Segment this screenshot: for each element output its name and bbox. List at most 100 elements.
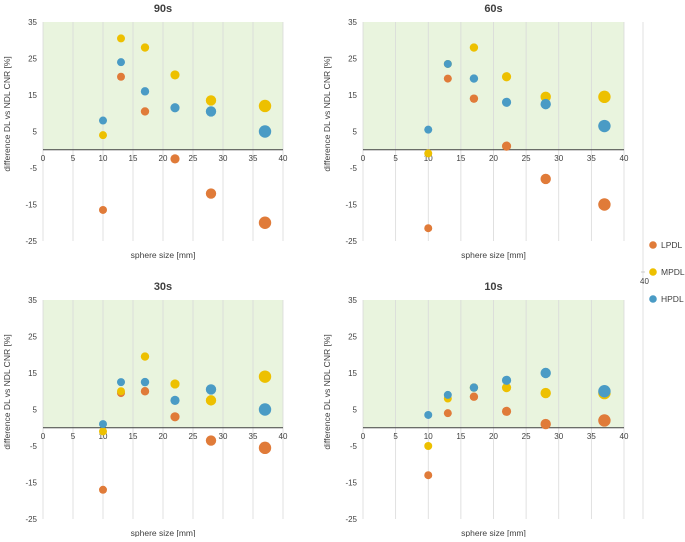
x-tick-label: 40: [620, 432, 629, 441]
point-lpdl-37mm: LPDL: 37 mm, -20%: [258, 216, 272, 229]
legend-item-mpdl: MPDL: [649, 267, 685, 277]
y-tick-label: 5: [33, 128, 38, 137]
point-lpdl-37mm: LPDL: 37 mm, -5.5%: [258, 441, 272, 455]
point-hpdl-10mm: HPDL: 10 mm, 8%: [99, 116, 107, 125]
chart-title: 90s: [154, 3, 172, 15]
y-tick-label: -25: [25, 515, 37, 524]
x-tick-label: 10: [424, 154, 433, 163]
legend-label: MPDL: [661, 267, 685, 277]
point-mpdl-17mm: MPDL: 17 mm, 19.5%: [140, 352, 150, 361]
point-hpdl-37mm: HPDL: 37 mm, 6.5%: [598, 119, 611, 133]
x-tick-label: 0: [41, 154, 46, 163]
x-tick-label: 0: [41, 432, 46, 441]
point-hpdl-22mm: HPDL: 22 mm, 13%: [501, 97, 512, 107]
chart-panel-60s: 60s -25 -15 -5 5 15 25 35 0 5 10 15 20 25 30 35 40 sphere…: [322, 3, 629, 260]
x-tick-label: 20: [159, 154, 168, 163]
point-mpdl-17mm: MPDL: 17 mm, 28%: [469, 43, 479, 52]
x-tick-label: 35: [587, 432, 596, 441]
x-tick-label: 30: [554, 154, 563, 163]
y-tick-label: 25: [28, 55, 37, 64]
y-tick-label: -25: [25, 237, 37, 246]
x-tick-label: 10: [99, 432, 108, 441]
legend-label: HPDL: [661, 294, 684, 304]
x-tick-label: 15: [129, 154, 138, 163]
y-tick-label: -15: [345, 479, 357, 488]
chart-panel-30s: 30s -25 -15 -5 5 15 25 35 0 5 10 15 20 25 30 35 40 sphere…: [2, 281, 288, 538]
point-hpdl-17mm: HPDL: 17 mm, 16%: [140, 87, 150, 96]
point-mpdl-37mm: MPDL: 37 mm, 14%: [258, 370, 272, 383]
x-tick-label: 30: [219, 432, 228, 441]
point-lpdl-13mm: LPDL: 13 mm, 4%: [443, 409, 452, 418]
legend-marker: [649, 241, 657, 249]
point-hpdl-28mm: HPDL: 28 mm, 10.5%: [205, 384, 217, 395]
x-axis-label: sphere size [mm]: [131, 250, 196, 260]
point-lpdl-10mm: LPDL: 10 mm, -17%: [99, 485, 107, 494]
point-mpdl-10mm: MPDL: 10 mm, -1%: [424, 149, 433, 158]
x-tick-label: 35: [249, 432, 258, 441]
x-tick-label: 40: [279, 432, 288, 441]
x-tick-label: 0: [361, 154, 366, 163]
x-axis-label: sphere size [mm]: [131, 528, 196, 537]
y-tick-label: 35: [348, 296, 357, 305]
point-hpdl-10mm: HPDL: 10 mm, 3.5%: [424, 410, 433, 419]
point-hpdl-37mm: HPDL: 37 mm, 5%: [258, 125, 272, 138]
legend: LPDL MPDL HPDL 40: [640, 22, 685, 519]
x-tick-label: 35: [587, 154, 596, 163]
point-mpdl-28mm: MPDL: 28 mm, 13.5%: [205, 95, 217, 106]
x-tick-label: 35: [249, 154, 258, 163]
y-tick-label: -5: [30, 164, 38, 173]
y-axis-label: difference DL vs NDL CNR [%]: [322, 334, 332, 449]
y-axis-label: difference DL vs NDL CNR [%]: [2, 334, 12, 449]
chart-panel-90s: 90s -25 -15 -5 5 15 25 35 0 5 10 15 20 25 30 35 40 sphere…: [2, 3, 288, 260]
x-tick-label: 5: [71, 432, 76, 441]
stray-tick-label: 40: [640, 277, 649, 286]
point-lpdl-13mm: LPDL: 13 mm, 19.5%: [443, 74, 452, 83]
x-axis-label: sphere size [mm]: [461, 528, 526, 537]
point-lpdl-10mm: LPDL: 10 mm, -13%: [424, 471, 433, 480]
point-mpdl-28mm: MPDL: 28 mm, 14.5%: [540, 91, 551, 103]
y-tick-label: 35: [348, 18, 357, 27]
y-tick-label: 15: [28, 369, 37, 378]
y-tick-label: 15: [348, 91, 357, 100]
point-mpdl-37mm: MPDL: 37 mm, 12%: [258, 99, 272, 113]
point-lpdl-37mm: LPDL: 37 mm, -15%: [598, 198, 611, 211]
y-tick-label: -5: [350, 442, 358, 451]
y-tick-label: -15: [25, 479, 37, 488]
point-hpdl-13mm: HPDL: 13 mm, 24%: [117, 58, 125, 67]
x-tick-label: 30: [554, 432, 563, 441]
point-mpdl-22mm: MPDL: 22 mm, 11%: [501, 383, 512, 393]
y-tick-label: -15: [345, 201, 357, 210]
x-tick-label: 25: [189, 432, 198, 441]
x-tick-label: 5: [393, 432, 398, 441]
point-lpdl-10mm: LPDL: 10 mm, -21.5%: [424, 224, 433, 233]
y-tick-label: 15: [348, 369, 357, 378]
x-tick-label: 15: [456, 432, 465, 441]
point-hpdl-13mm: HPDL: 13 mm, 9%: [443, 390, 452, 399]
point-lpdl-22mm: LPDL: 22 mm, -2.5%: [170, 154, 180, 164]
point-mpdl-37mm: MPDL: 37 mm, 14.5%: [598, 90, 611, 104]
point-hpdl-17mm: HPDL: 17 mm, 19.5%: [469, 74, 479, 83]
y-tick-label: -25: [345, 515, 357, 524]
point-mpdl-10mm: MPDL: 10 mm, 4%: [99, 131, 107, 140]
legend-item-lpdl: LPDL: [649, 240, 683, 250]
point-lpdl-17mm: LPDL: 17 mm, 10.5%: [140, 107, 150, 116]
y-tick-label: -25: [345, 237, 357, 246]
point-lpdl-10mm: LPDL: 10 mm, -16.5%: [99, 205, 107, 214]
point-hpdl-13mm: HPDL: 13 mm, 12.5%: [117, 378, 125, 387]
x-tick-label: 20: [489, 154, 498, 163]
chart-title: 60s: [484, 3, 502, 15]
x-tick-label: 15: [129, 432, 138, 441]
x-axis-label: sphere size [mm]: [461, 250, 526, 260]
legend-marker: [649, 268, 657, 276]
y-tick-label: -5: [30, 442, 38, 451]
legend-marker: [649, 295, 657, 303]
point-lpdl-22mm: LPDL: 22 mm, 1%: [501, 141, 512, 151]
x-tick-label: 15: [456, 154, 465, 163]
point-hpdl-10mm: HPDL: 10 mm, 5.5%: [424, 125, 433, 134]
point-mpdl-13mm: MPDL: 13 mm, 10%: [117, 387, 125, 396]
point-lpdl-17mm: LPDL: 17 mm, 14%: [469, 94, 479, 103]
point-hpdl-37mm: HPDL: 37 mm, 5%: [258, 403, 272, 416]
x-tick-label: 5: [393, 154, 398, 163]
y-tick-label: 35: [28, 18, 37, 27]
